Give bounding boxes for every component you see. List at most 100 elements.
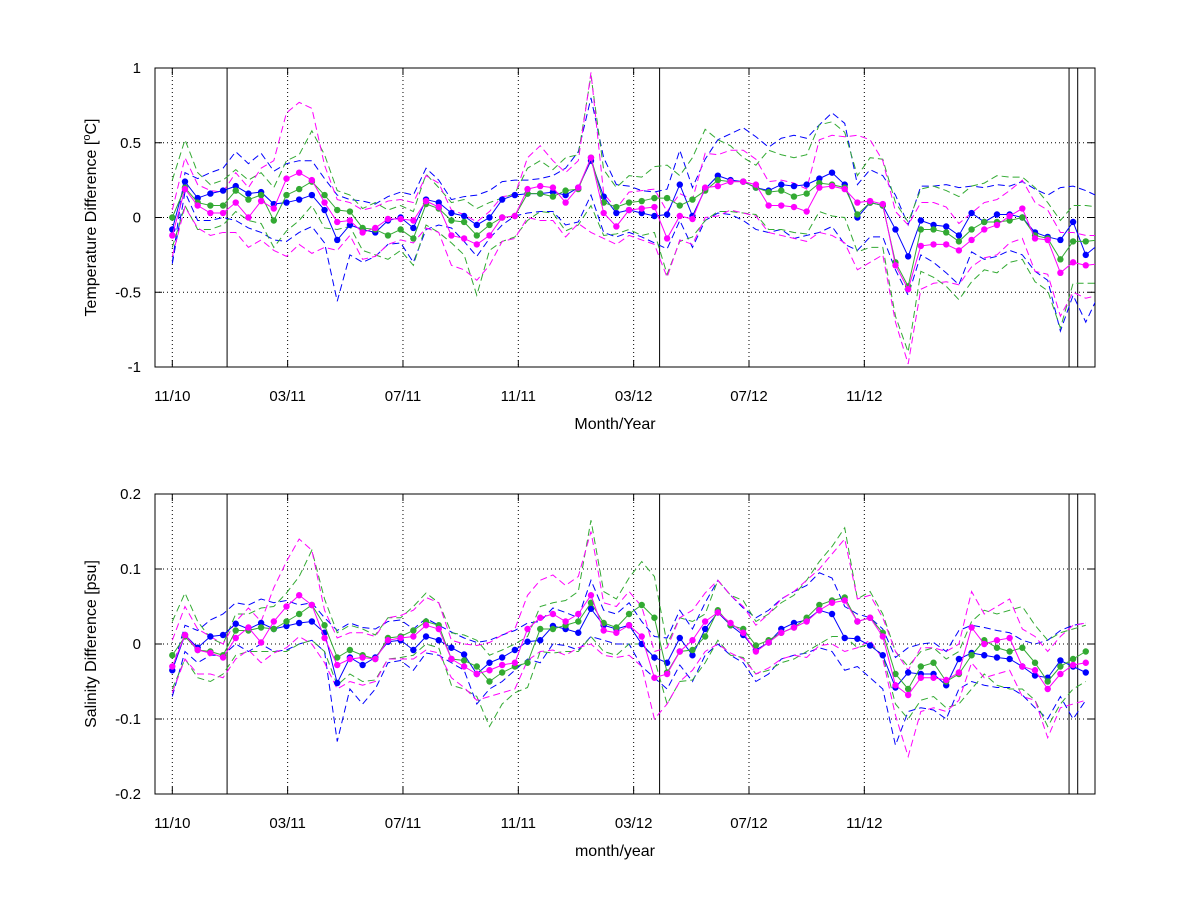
salinity-data-point-blue bbox=[524, 638, 531, 645]
temperature-data-point-magenta bbox=[460, 235, 468, 242]
salinity-data-point-green bbox=[1044, 678, 1051, 685]
salinity-data-point-blue bbox=[1082, 669, 1089, 676]
salinity-data-point-blue bbox=[511, 646, 519, 654]
temperature-data-point-magenta bbox=[955, 247, 963, 254]
temperature-y-axis-label: Temperature Difference [oC] bbox=[81, 119, 100, 317]
temperature-envelope-green bbox=[171, 204, 1095, 353]
salinity-data-point-blue bbox=[981, 652, 988, 659]
salinity-envelope-blue bbox=[171, 572, 1086, 671]
salinity-data-point-magenta bbox=[435, 625, 442, 633]
temperature-data-point-blue bbox=[562, 191, 569, 199]
temperature-data-point-green bbox=[295, 185, 303, 193]
salinity-data-point-magenta bbox=[1082, 659, 1089, 666]
salinity-data-point-magenta bbox=[384, 637, 392, 644]
salinity-data-point-green bbox=[1069, 655, 1077, 663]
temperature-data-point-green bbox=[943, 229, 950, 236]
salinity-data-point-green bbox=[651, 614, 658, 621]
salinity-data-point-magenta bbox=[270, 618, 277, 625]
temperature-data-point-green bbox=[549, 193, 557, 200]
temperature-data-point-magenta bbox=[359, 229, 366, 236]
salinity-data-point-magenta bbox=[689, 637, 696, 644]
salinity-x-tick-label: 11/10 bbox=[154, 815, 190, 832]
salinity-data-point-green bbox=[930, 659, 937, 666]
salinity-data-point-magenta bbox=[1031, 667, 1039, 674]
salinity-data-point-magenta bbox=[460, 663, 468, 670]
salinity-data-point-blue bbox=[955, 655, 963, 663]
temperature-data-point-magenta bbox=[904, 286, 912, 293]
salinity-data-point-magenta bbox=[676, 648, 683, 655]
temperature-data-point-green bbox=[613, 203, 620, 211]
salinity-plot-area bbox=[169, 520, 1089, 759]
temperature-data-point-blue bbox=[308, 191, 316, 199]
temperature-data-point-green bbox=[981, 218, 988, 226]
salinity-data-point-green bbox=[537, 625, 544, 633]
salinity-envelope-green bbox=[171, 635, 1087, 728]
salinity-data-point-magenta bbox=[257, 639, 265, 646]
temperature-data-point-magenta bbox=[1082, 262, 1089, 269]
salinity-data-point-blue bbox=[841, 634, 848, 642]
salinity-x-tick-label: 07/11 bbox=[385, 815, 421, 832]
salinity-data-point-magenta bbox=[828, 599, 836, 606]
temperature-data-point-magenta bbox=[866, 197, 874, 205]
temperature-data-point-blue bbox=[334, 236, 341, 244]
salinity-envelope-magenta bbox=[171, 531, 1086, 672]
salinity-data-point-green bbox=[334, 654, 341, 661]
temperature-data-point-magenta bbox=[752, 181, 760, 188]
temperature-data-point-blue bbox=[892, 226, 899, 233]
temperature-data-point-blue bbox=[613, 209, 620, 217]
salinity-data-point-blue bbox=[587, 605, 595, 612]
salinity-data-point-blue bbox=[334, 679, 341, 687]
temperature-data-point-green bbox=[955, 238, 963, 245]
temperature-data-point-blue bbox=[930, 221, 937, 229]
temperature-data-point-green bbox=[1006, 217, 1013, 224]
temperature-data-point-magenta bbox=[816, 184, 823, 191]
salinity-data-point-green bbox=[473, 663, 480, 670]
temperature-data-point-magenta bbox=[562, 199, 569, 206]
salinity-data-point-magenta bbox=[194, 646, 201, 654]
salinity-data-point-magenta bbox=[308, 601, 316, 609]
salinity-y-tick-label: 0.1 bbox=[120, 561, 141, 578]
salinity-data-point-magenta bbox=[930, 674, 937, 681]
salinity-data-point-green bbox=[752, 642, 760, 649]
temperature-data-point-magenta bbox=[993, 221, 1001, 229]
salinity-data-point-magenta bbox=[372, 655, 379, 663]
salinity-data-point-magenta bbox=[625, 622, 633, 629]
salinity-data-point-magenta bbox=[422, 622, 430, 629]
salinity-data-point-magenta bbox=[955, 669, 963, 676]
temperature-data-point-green bbox=[460, 218, 468, 226]
salinity-data-point-magenta bbox=[816, 607, 823, 614]
salinity-data-point-magenta bbox=[790, 624, 798, 631]
temperature-data-point-green bbox=[397, 226, 404, 233]
salinity-data-point-magenta bbox=[537, 614, 544, 621]
temperature-envelope-green bbox=[171, 75, 1095, 224]
temperature-y-tick-label: 1 bbox=[133, 60, 141, 77]
temperature-data-point-green bbox=[816, 179, 823, 187]
salinity-data-point-magenta bbox=[486, 667, 493, 674]
salinity-x-tick-label: 11/11 bbox=[501, 815, 536, 832]
temperature-data-point-magenta bbox=[701, 184, 709, 191]
temperature-data-point-blue bbox=[651, 212, 658, 220]
salinity-data-point-magenta bbox=[714, 609, 722, 616]
salinity-data-point-magenta bbox=[841, 597, 848, 604]
salinity-data-point-magenta bbox=[1006, 634, 1013, 642]
temperature-envelope-blue bbox=[171, 190, 1095, 333]
salinity-data-point-magenta bbox=[638, 633, 645, 640]
temperature-data-point-magenta bbox=[219, 209, 227, 217]
temperature-envelope-magenta bbox=[171, 205, 1095, 365]
salinity-data-point-magenta bbox=[562, 618, 569, 625]
salinity-data-point-blue bbox=[651, 654, 658, 661]
salinity-data-point-magenta bbox=[803, 618, 810, 625]
temperature-data-point-green bbox=[283, 191, 290, 199]
temperature-data-point-blue bbox=[917, 217, 925, 224]
temperature-data-point-green bbox=[663, 194, 671, 202]
temperature-data-point-magenta bbox=[968, 236, 975, 244]
salinity-data-point-magenta bbox=[663, 670, 671, 678]
temperature-data-point-magenta bbox=[537, 182, 544, 190]
salinity-data-point-green bbox=[460, 657, 468, 664]
temperature-y-tick-label: -0.5 bbox=[115, 284, 141, 301]
salinity-data-point-blue bbox=[537, 637, 544, 644]
salinity-data-point-blue bbox=[295, 619, 303, 627]
temperature-data-point-green bbox=[968, 226, 975, 233]
temperature-data-point-green bbox=[448, 217, 455, 224]
